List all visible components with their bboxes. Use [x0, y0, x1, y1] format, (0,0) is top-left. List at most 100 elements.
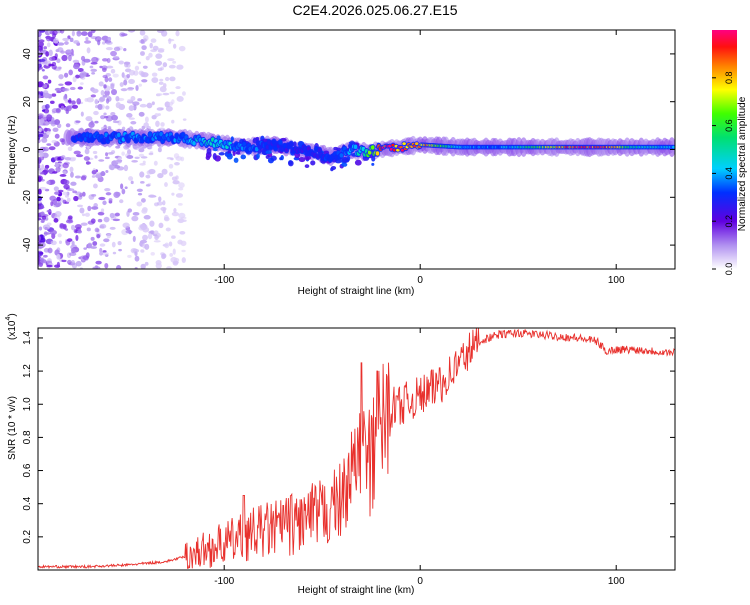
spectrogram-scatter-cell	[371, 156, 376, 162]
spectrogram-noise-cell	[38, 167, 41, 171]
spectrogram-noise-cell	[48, 49, 53, 56]
spectrogram-noise-cell	[80, 111, 84, 117]
spectrogram-noise-cell	[141, 198, 146, 203]
spectrogram-noise-cell	[65, 109, 69, 114]
spectrogram-noise-cell	[171, 119, 175, 124]
spectrogram-noise-cell	[55, 166, 61, 173]
spectrogram-noise-cell	[130, 120, 137, 125]
spectrogram-noise-cell	[151, 72, 158, 77]
spectrogram-noise-cell	[39, 259, 47, 264]
spectrogram-noise-cell	[166, 266, 172, 269]
spectrogram-noise-cell	[134, 65, 140, 71]
spectrogram-noise-cell	[130, 180, 134, 185]
spectrogram-noise-cell	[38, 226, 43, 231]
spectrogram-noise-cell	[154, 113, 159, 118]
spectrogram-noise-cell	[38, 164, 41, 169]
spectrogram-noise-cell	[41, 215, 47, 220]
spectrogram-noise-cell	[115, 95, 120, 102]
spectrogram-noise-cell	[42, 75, 49, 80]
spectrogram-noise-cell	[181, 219, 187, 222]
spectrogram-noise-cell	[137, 98, 142, 102]
spectrogram-noise-cell	[95, 260, 102, 265]
spectrogram-noise-cell	[153, 230, 159, 235]
spectrogram-noise-cell	[110, 83, 115, 90]
spectrogram-noise-cell	[108, 198, 113, 202]
spectrogram-noise-cell	[171, 176, 178, 181]
spectrogram-noise-cell	[65, 219, 74, 224]
spectrogram-scatter-cell	[216, 135, 221, 140]
spectrogram-noise-cell	[160, 252, 165, 256]
spectrogram-scatter-cell	[218, 152, 225, 156]
spectrogram-noise-cell	[103, 84, 107, 89]
spectrogram-noise-cell	[83, 247, 88, 250]
spectrogram-noise-cell	[49, 229, 57, 235]
spectrogram-noise-cell	[154, 60, 163, 66]
spectrogram-noise-cell	[137, 61, 142, 65]
spectrogram-noise-cell	[55, 202, 61, 208]
spectrogram-noise-cell	[170, 157, 174, 161]
spectrogram-noise-cell	[71, 30, 75, 37]
spectrogram-noise-cell	[99, 243, 106, 247]
spectrogram-noise-cell	[127, 30, 136, 33]
spectrogram-ytick-label: 20	[22, 96, 33, 108]
spectrogram-noise-cell	[48, 120, 55, 125]
spectrogram-noise-cell	[93, 183, 98, 189]
spectrogram-noise-cell	[92, 266, 96, 269]
spectrogram-noise-cell	[178, 45, 186, 52]
spectrogram-noise-cell	[50, 179, 56, 185]
colorbar-label: Normalized spectral amplitude	[737, 96, 748, 231]
spectrogram-noise-cell	[105, 152, 109, 157]
spectrogram-noise-cell	[132, 235, 136, 242]
spectrogram-noise-cell	[43, 83, 48, 89]
spectrogram-scatter-cell	[371, 162, 375, 166]
spectrogram-noise-cell	[95, 174, 102, 179]
spectrogram-scatter-cell	[213, 148, 218, 152]
spectrogram-noise-cell	[74, 224, 82, 230]
spectrogram-noise-cell	[58, 240, 62, 244]
spectrogram-noise-cell	[131, 215, 139, 222]
spectrogram-noise-cell	[58, 74, 64, 80]
spectrogram-noise-cell	[168, 163, 174, 169]
spectrogram-noise-cell	[127, 86, 134, 92]
spectrogram-noise-cell	[94, 155, 98, 159]
spectrogram-noise-cell	[90, 68, 98, 72]
spectrogram-noise-cell	[103, 216, 110, 223]
spectrogram-noise-cell	[57, 233, 62, 238]
colorbar-tick-label: 0.2	[724, 215, 734, 228]
colorbar-tick-label: 0.6	[724, 119, 734, 132]
spectrogram-noise-cell	[175, 30, 180, 37]
spectrogram-noise-cell	[148, 52, 153, 58]
spectrogram-noise-cell	[38, 241, 41, 246]
spectrogram-noise-cell	[64, 201, 70, 205]
spectrogram-noise-cell	[39, 149, 44, 156]
spectrogram-noise-cell	[134, 156, 140, 160]
spectrogram-noise-cell	[41, 164, 45, 171]
spectrogram-noise-cell	[72, 190, 78, 194]
spectrogram-noise-cell	[69, 86, 76, 91]
spectrogram-noise-cell	[144, 243, 150, 250]
spectrogram-noise-cell	[118, 248, 122, 252]
spectrogram-ridge-cell	[306, 146, 311, 151]
spectrogram-noise-cell	[65, 228, 69, 231]
spectrogram-noise-cell	[67, 238, 73, 242]
spectrogram-noise-cell	[84, 148, 90, 155]
spectrogram-noise-cell	[109, 226, 116, 230]
spectrogram-noise-cell	[118, 156, 123, 160]
spectrogram-noise-cell	[158, 222, 164, 229]
spectrogram-noise-cell	[113, 165, 121, 169]
spectrogram-noise-cell	[70, 224, 76, 231]
spectrogram-noise-cell	[59, 30, 65, 34]
spectrogram-noise-cell	[99, 223, 107, 229]
spectrogram-noise-cell	[38, 133, 44, 138]
spectrogram-noise-cell	[151, 77, 159, 83]
snr-scale-prefix: (x10	[7, 320, 18, 340]
spectrogram-noise-cell	[93, 110, 99, 116]
spectrogram-noise-cell	[86, 97, 94, 103]
spectrogram-noise-cell	[178, 187, 184, 191]
spectrogram-noise-cell	[54, 191, 60, 195]
spectrogram-noise-cell	[67, 259, 72, 265]
spectrogram-noise-cell	[106, 233, 111, 239]
spectrogram-noise-cell	[153, 160, 158, 166]
spectrogram-noise-cell	[70, 260, 76, 265]
spectrogram-noise-cell	[91, 194, 97, 197]
